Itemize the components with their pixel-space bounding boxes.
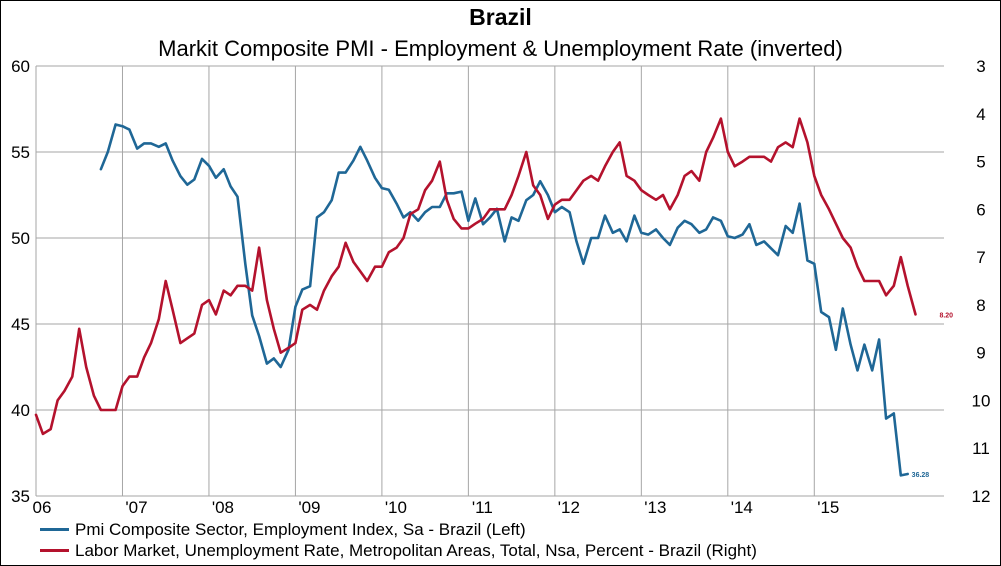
legend-label-unemployment: Labor Market, Unemployment Rate, Metropo…	[75, 541, 757, 560]
x-tick-label: '12	[558, 498, 580, 517]
y-left-tick-label: 40	[11, 401, 30, 420]
y-left-tick-label: 35	[11, 487, 30, 506]
x-tick-label: '14	[731, 498, 753, 517]
x-tick-label: '11	[472, 498, 493, 517]
end-value-label-unemployment: 8.20	[939, 312, 953, 319]
series-line-unemployment	[34, 117, 917, 436]
y-left-tick-label: 55	[11, 143, 30, 162]
x-tick-label: '09	[298, 498, 320, 517]
y-right-tick-label: 9	[976, 344, 985, 363]
y-left-tick-label: 60	[11, 57, 30, 76]
legend-swatch-unemployment	[40, 549, 69, 553]
y-right-tick-label: 6	[976, 200, 985, 219]
y-left-tick-label: 50	[11, 229, 30, 248]
legend-label-pmi: Pmi Composite Sector, Employment Index, …	[75, 520, 526, 539]
legend-item-pmi: Pmi Composite Sector, Employment Index, …	[40, 520, 526, 540]
y-right-tick-label: 5	[976, 153, 985, 172]
y-right-tick-label: 12	[972, 487, 991, 506]
y-right-tick-label: 8	[976, 296, 985, 315]
legend-swatch-pmi	[40, 528, 69, 532]
chart-subtitle: Markit Composite PMI - Employment & Unem…	[158, 36, 843, 61]
end-value-label-pmi: 36.28	[912, 472, 930, 479]
x-tick-label: '15	[817, 498, 839, 517]
y-left-tick-label: 45	[11, 315, 30, 334]
y-right-tick-label: 4	[976, 105, 985, 124]
x-tick-label: '10	[385, 498, 407, 517]
series-line-pmi	[99, 123, 910, 477]
y-right-tick-label: 3	[976, 57, 985, 76]
y-right-tick-label: 10	[972, 391, 991, 410]
x-tick-label: '13	[644, 498, 666, 517]
y-right-tick-label: 11	[972, 439, 990, 458]
y-right-tick-label: 7	[976, 248, 985, 267]
x-tick-label: '07	[125, 498, 147, 517]
x-tick-label: 06	[33, 498, 52, 517]
legend-item-unemployment: Labor Market, Unemployment Rate, Metropo…	[40, 541, 757, 561]
x-tick-label: '08	[212, 498, 234, 517]
chart-title: Brazil	[469, 4, 532, 30]
